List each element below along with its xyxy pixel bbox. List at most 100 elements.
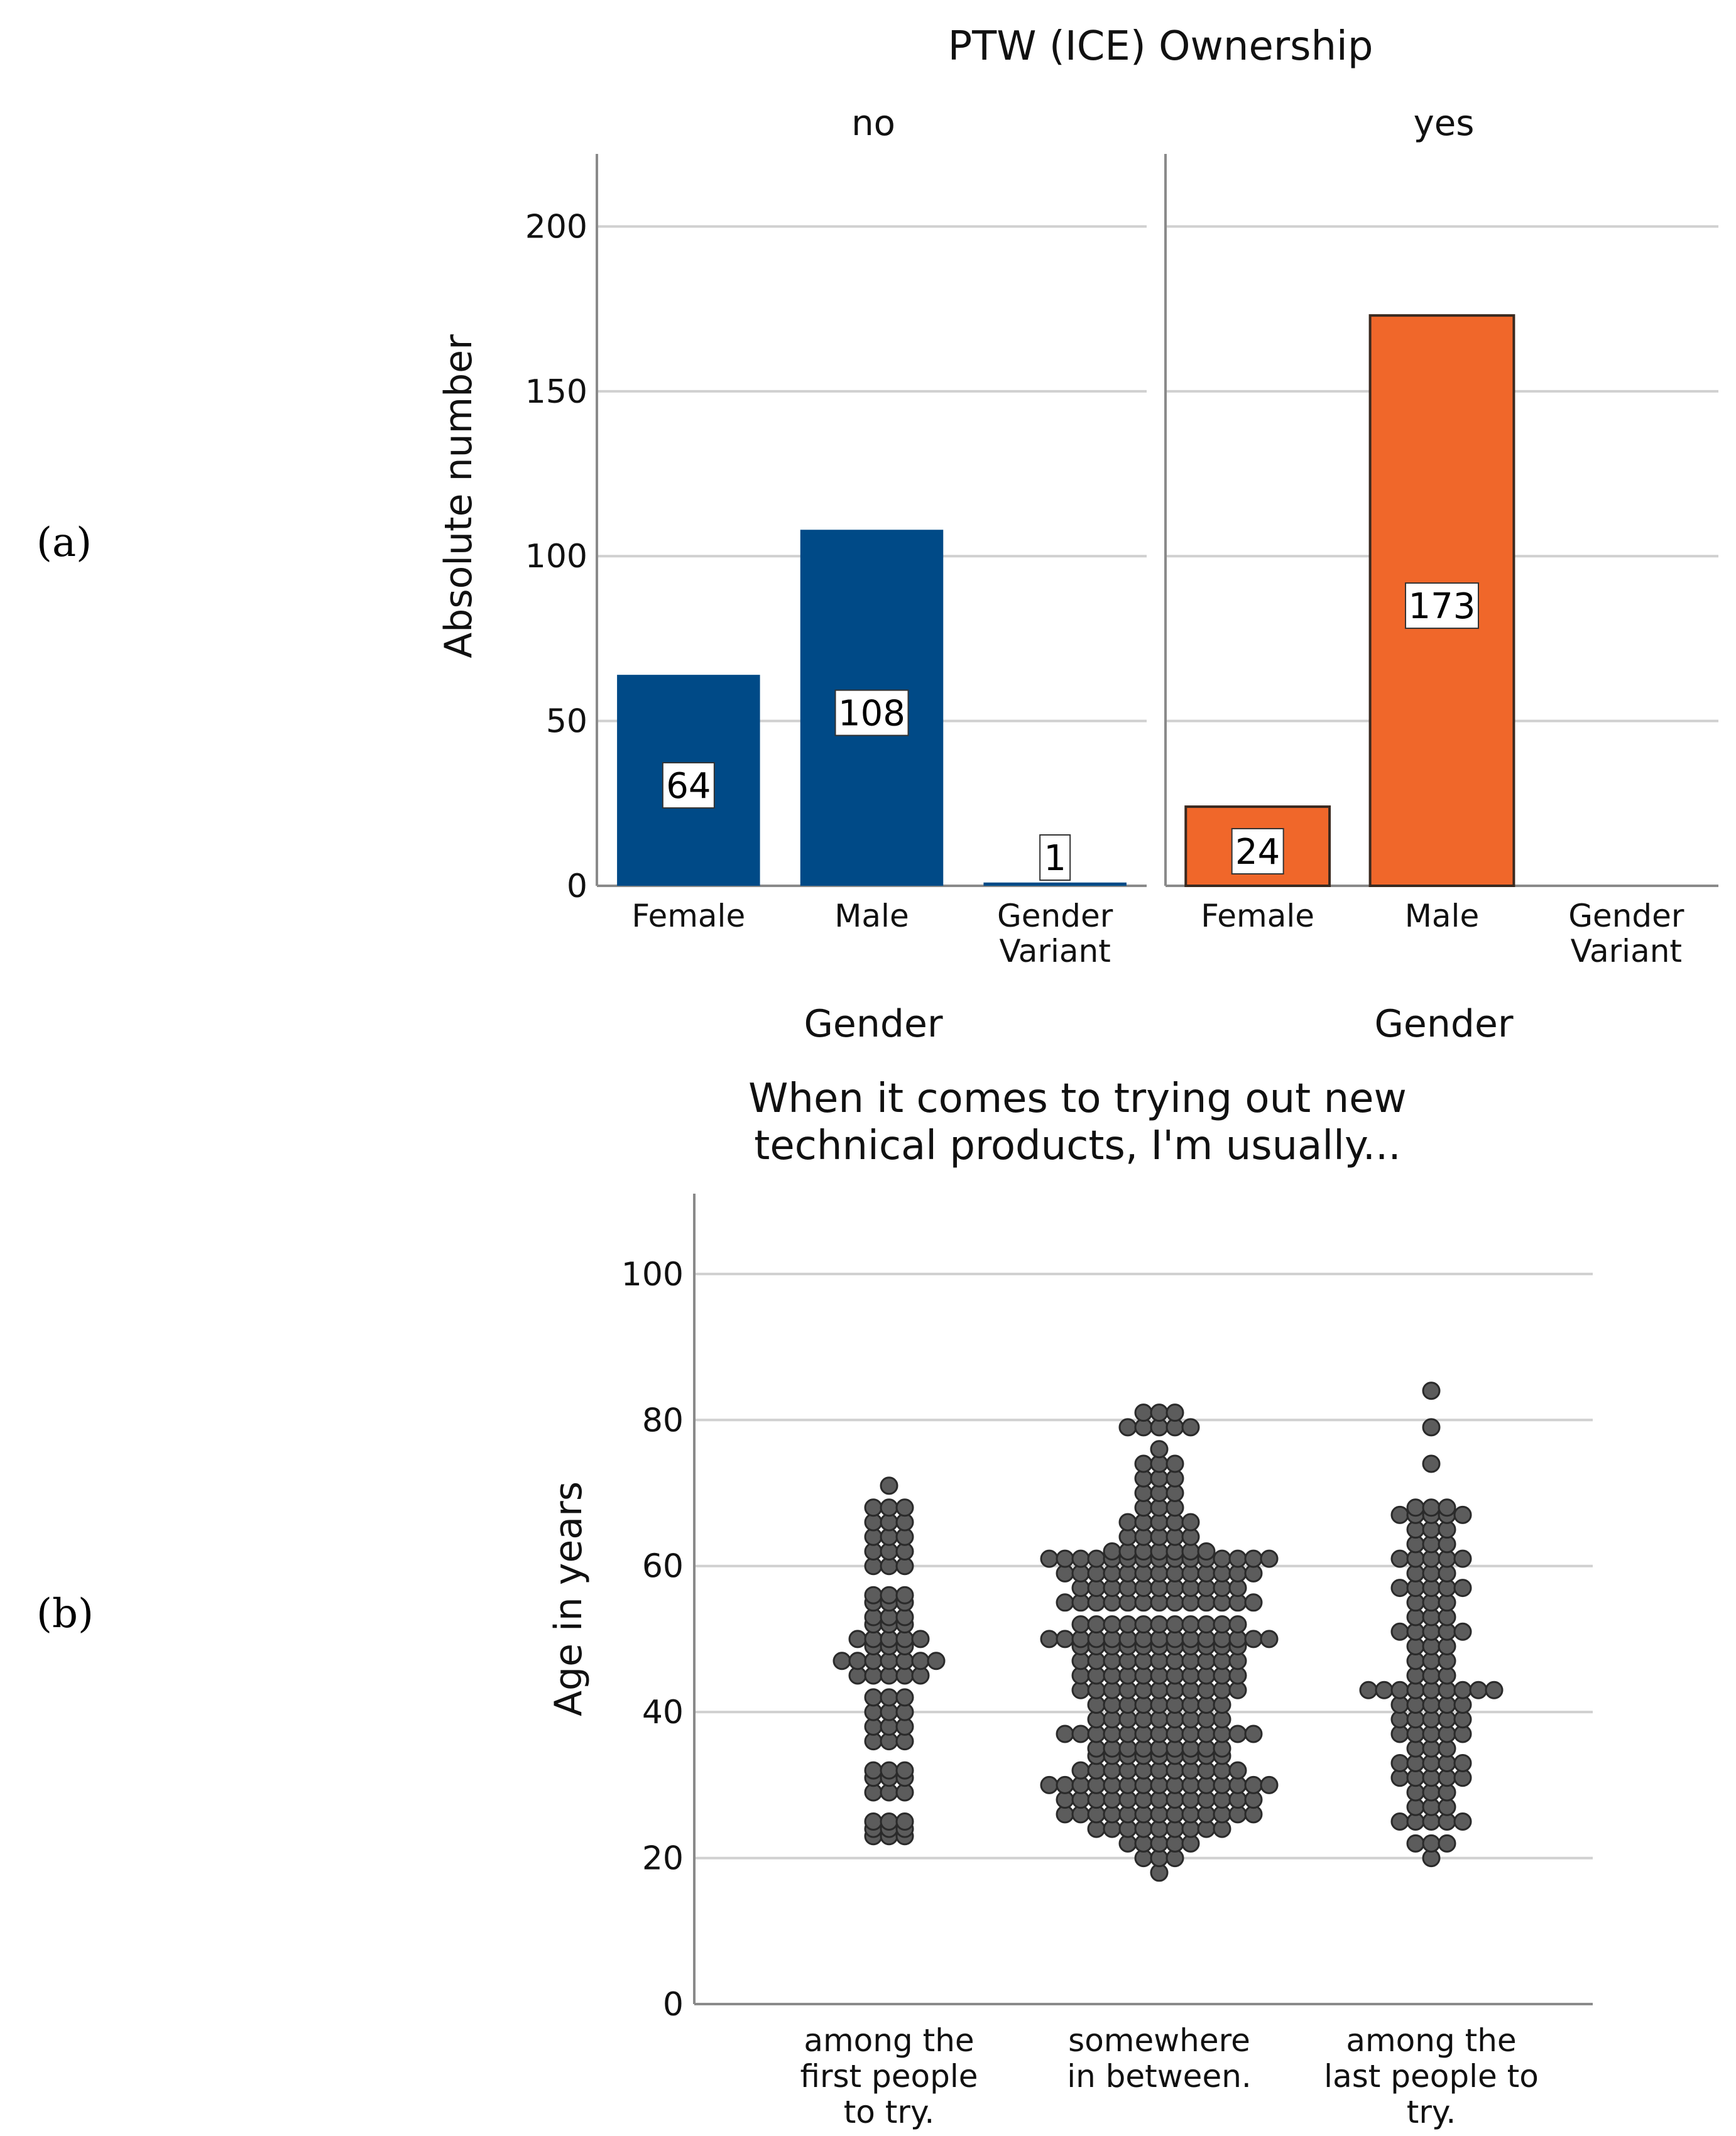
chart-a-data-label-yes-0: 24 [1235,832,1280,873]
chart-b-dot [1056,1775,1074,1794]
chart-a-category-label: Female [1201,898,1314,934]
chart-a-category-label: Male [1405,898,1479,934]
chart-a-y-tick-label: 50 [546,703,587,741]
chart-b-y-tick-label: 20 [642,1840,684,1878]
chart-a-data-label-box [1231,828,1284,875]
chart-b-dot [1244,1549,1263,1568]
chart-a-y-tick-label: 0 [567,868,587,905]
chart-b-dot [1390,1681,1409,1699]
chart-b-dot [1228,1761,1247,1780]
chart-b-dot [1469,1681,1488,1699]
chart-b-dot [1228,1615,1247,1634]
chart-b-category-label: among the last people to try. [1324,2022,1539,2130]
chart-b-dot [1181,1615,1200,1634]
chart-a-category-label: Gender Variant [1568,898,1684,969]
chart-b-dot [833,1652,851,1670]
chart-b-y-axis-title: Age in years [547,1481,591,1716]
chart-b-dot [1166,1403,1184,1422]
chart-b-dot [880,1476,898,1495]
chart-b-y-tick-label: 60 [642,1548,684,1586]
chart-a-data-label-no-0: 64 [666,766,711,807]
chart-b-dot [1390,1622,1409,1641]
facet-label-yes: yes [1414,103,1475,144]
chart-b-dot [1422,1418,1441,1437]
chart-b-dot [1056,1630,1074,1648]
chart-a-data-label-yes-1: 173 [1409,586,1476,627]
chart-a-data-label-no-1: 108 [838,694,905,734]
chart-b-dot [1485,1681,1504,1699]
chart-b-dot [1040,1775,1059,1794]
chart-b-dot [1453,1505,1472,1524]
dot-plot-age-adoption: When it comes to trying out new technica… [547,1076,1593,2130]
chart-a-y-tick-label: 150 [525,373,587,411]
chart-b-dot [1244,1725,1263,1743]
chart-b-dot [1244,1775,1263,1794]
chart-b-dot [848,1652,867,1670]
chart-b-dot [1134,1403,1153,1422]
chart-b-dot [1260,1549,1279,1568]
chart-b-dot [1260,1630,1279,1648]
chart-a-data-label-box [1039,834,1071,881]
chart-a-y-tick-label: 200 [525,208,587,246]
chart-b-category-label: among the first people to try. [800,2022,978,2130]
chart-b-dot [1453,1681,1472,1699]
chart-a-x-axis-title-no: Gender [804,1002,942,1046]
chart-b-dot [1244,1630,1263,1648]
chart-a-category-label: Gender Variant [997,898,1113,969]
chart-b-dot [864,1498,883,1517]
chart-b-dot [1453,1812,1472,1831]
chart-b-dot [1071,1725,1090,1743]
chart-a-x-axis-title-yes: Gender [1374,1002,1513,1046]
chart-a-data-label-no-2: 1 [1044,838,1066,879]
chart-b-dot [864,1812,883,1831]
chart-b-dot [1228,1549,1247,1568]
chart-b-title-line-1: When it comes to trying out new [748,1076,1407,1122]
chart-a-category-label: Male [834,898,909,934]
chart-b-dot [880,1498,898,1517]
chart-b-dot [1213,1549,1231,1568]
chart-b-dot [1071,1615,1090,1634]
chart-b-dot [1390,1812,1409,1831]
chart-a-category-label: Female [631,898,745,934]
chart-b-dot [1438,1498,1456,1517]
chart-b-dot [1359,1681,1378,1699]
chart-b-dot [880,1812,898,1831]
chart-b-title-line-2: technical products, I'm usually... [754,1123,1400,1169]
chart-b-dot [1228,1725,1247,1743]
chart-b-dot [1406,1834,1425,1853]
panel-label-b: (b) [36,1591,94,1637]
chart-b-dot [1422,1381,1441,1400]
chart-b-y-tick-label: 0 [663,1986,684,2024]
chart-b-category-label: somewhere in between. [1067,2022,1252,2095]
chart-b-dot [1390,1549,1409,1568]
chart-b-dot [1453,1549,1472,1568]
chart-b-dot [911,1652,930,1670]
chart-b-dot [927,1652,946,1670]
chart-b-y-tick-label: 80 [642,1402,684,1439]
chart-b-dot [1118,1615,1137,1634]
chart-b-dot [1390,1753,1409,1772]
chart-b-dot [1197,1542,1216,1561]
chart-b-dot [895,1812,914,1831]
chart-b-dot [864,1761,883,1780]
chart-b-dot [895,1688,914,1707]
chart-b-dot [1453,1753,1472,1772]
chart-b-dot [880,1761,898,1780]
chart-b-dot [1197,1615,1216,1634]
chart-b-dot [1056,1593,1074,1612]
chart-a-title: PTW (ICE) Ownership [948,23,1373,70]
chart-b-dot [1150,1615,1169,1634]
chart-b-dot [1260,1775,1279,1794]
chart-b-dot [895,1761,914,1780]
chart-b-dot [1213,1615,1231,1634]
chart-b-dot [1390,1505,1409,1524]
chart-b-dot [1375,1681,1394,1699]
bar-chart-ownership: PTW (ICE) Ownership no yes Absolute numb… [437,23,1718,1046]
chart-a-y-axis-title: Absolute number [437,334,481,658]
chart-b-dot [911,1630,930,1648]
chart-b-dot [1087,1549,1106,1568]
chart-b-dot [1103,1542,1122,1561]
chart-b-dot [1453,1579,1472,1598]
chart-a-data-label-box [662,762,715,809]
